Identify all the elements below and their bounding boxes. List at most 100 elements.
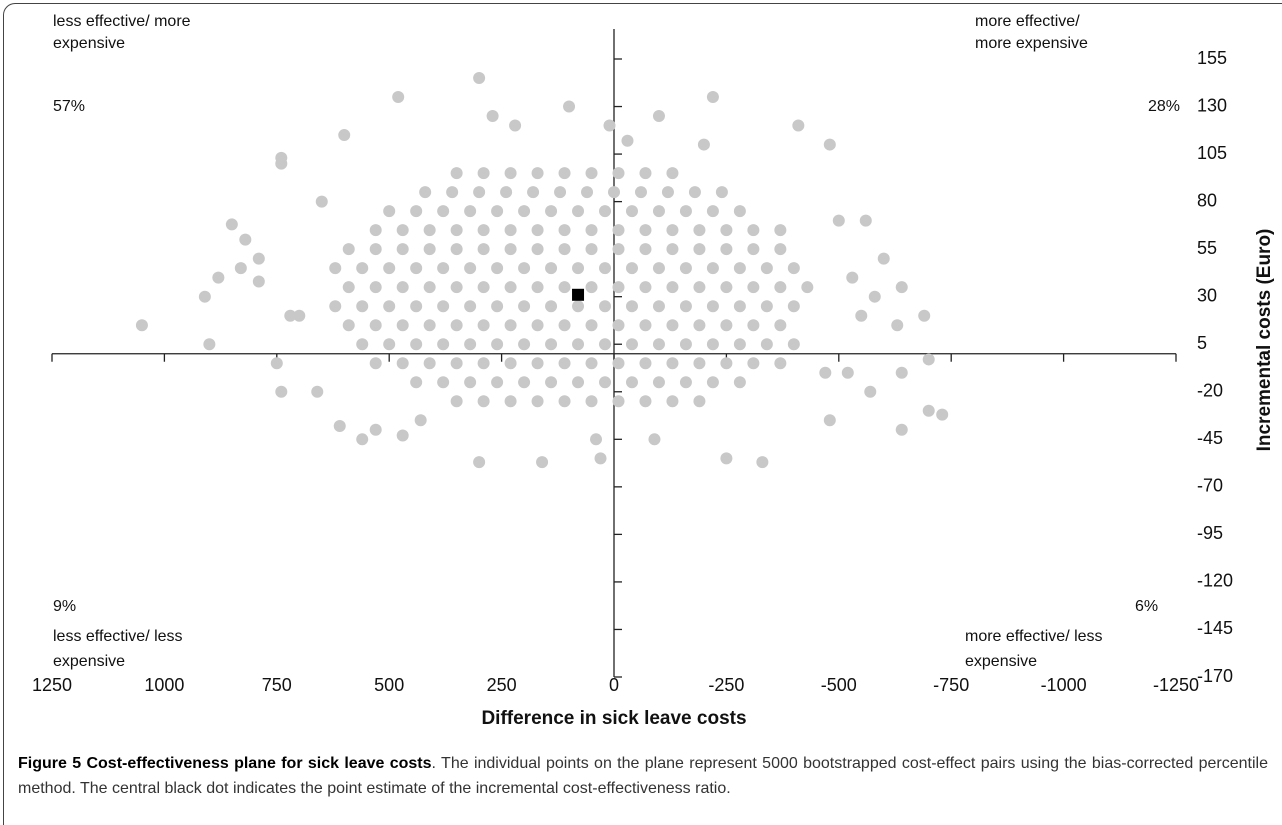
scatter-point [410,300,423,313]
scatter-point [625,338,638,351]
chart: 1250 1000 750 500 250 0 -250 -500 -750 -1000 -1250… [32,13,1275,729]
scatter-point [922,404,935,417]
scatter-point [706,300,719,313]
y-tick-label: 80 [1197,190,1217,210]
scatter-point [841,366,854,379]
x-tick-label: -1000 [1041,675,1087,695]
scatter-point [666,224,679,237]
scatter-point [531,224,544,237]
y-tick-label: 5 [1197,333,1207,353]
scatter-point [410,376,423,389]
scatter-point [585,281,598,294]
scatter-point [504,167,517,180]
scatter-point [706,338,719,351]
scatter-point [774,243,787,256]
scatter-point [477,357,490,370]
scatter-point [585,243,598,256]
scatter-point [612,395,625,408]
scatter-point [477,167,490,180]
scatter-point [666,319,679,332]
scatter-point [868,290,881,303]
scatter-point [612,357,625,370]
scatter-point [787,300,800,313]
scatter-point [846,271,859,284]
scatter-point [936,408,949,421]
x-tick-label: 1250 [32,675,72,695]
scatter-point [558,395,571,408]
scatter-point [473,186,486,199]
scatter-point [477,319,490,332]
scatter-point [504,319,517,332]
scatter-point [558,167,571,180]
scatter-point [733,205,746,218]
scatter-point [356,300,369,313]
scatter-point [859,214,872,227]
x-tick-label: -250 [708,675,744,695]
scatter-point [536,456,549,469]
quadrant-label: more expensive [975,35,1088,52]
scatter-point [504,243,517,256]
x-tick-label: -1250 [1153,675,1199,695]
scatter-point [585,357,598,370]
scatter-point [720,243,733,256]
scatter-point [774,281,787,294]
scatter-point [572,205,585,218]
scatter-point [603,119,616,132]
y-tick-label: 55 [1197,238,1217,258]
scatter-point [410,205,423,218]
scatter-point [625,205,638,218]
scatter-point [693,395,706,408]
scatter-point [396,429,409,442]
scatter-point [706,262,719,275]
scatter-point [491,205,504,218]
scatter-point [756,456,769,469]
scatter-point [464,338,477,351]
scatter-point [720,452,733,465]
y-tick-label: -95 [1197,523,1223,543]
scatter-point [585,395,598,408]
scatter-point [774,319,787,332]
scatter-point [392,91,405,104]
scatter-point [450,395,463,408]
scatter-point [747,357,760,370]
x-tick-label: 750 [262,675,292,695]
scatter-point [693,243,706,256]
quadrant-share: 9% [53,598,76,615]
quadrant-label: less effective/ more [53,13,191,30]
scatter-point [747,281,760,294]
scatter-point [275,151,288,164]
scatter-point [558,243,571,256]
scatter-point [666,243,679,256]
scatter-point [450,281,463,294]
caption-text: . The individual points on the plane rep… [18,755,1269,797]
scatter-point [787,338,800,351]
scatter-point [545,376,558,389]
scatter-point [747,319,760,332]
scatter-point [679,376,692,389]
scatter-point [491,338,504,351]
scatter-point [639,224,652,237]
scatter-point [545,205,558,218]
scatter-point [747,224,760,237]
scatter-point [410,262,423,275]
scatter-point [491,262,504,275]
scatter-point [693,319,706,332]
scatter-point [581,186,594,199]
quadrant-label: more effective/ [975,13,1080,30]
scatter-point [504,281,517,294]
scatter-point [450,319,463,332]
scatter-point [621,134,634,147]
scatter-point [832,214,845,227]
scatter-point [369,224,382,237]
scatter-point [706,376,719,389]
scatter-point [652,205,665,218]
y-tick-label: -145 [1197,618,1233,638]
scatter-point [720,281,733,294]
scatter-point [338,129,351,142]
scatter-point [819,366,832,379]
scatter-point [234,262,247,275]
scatter-point [356,262,369,275]
scatter-point [697,138,710,151]
scatter-point [356,433,369,446]
